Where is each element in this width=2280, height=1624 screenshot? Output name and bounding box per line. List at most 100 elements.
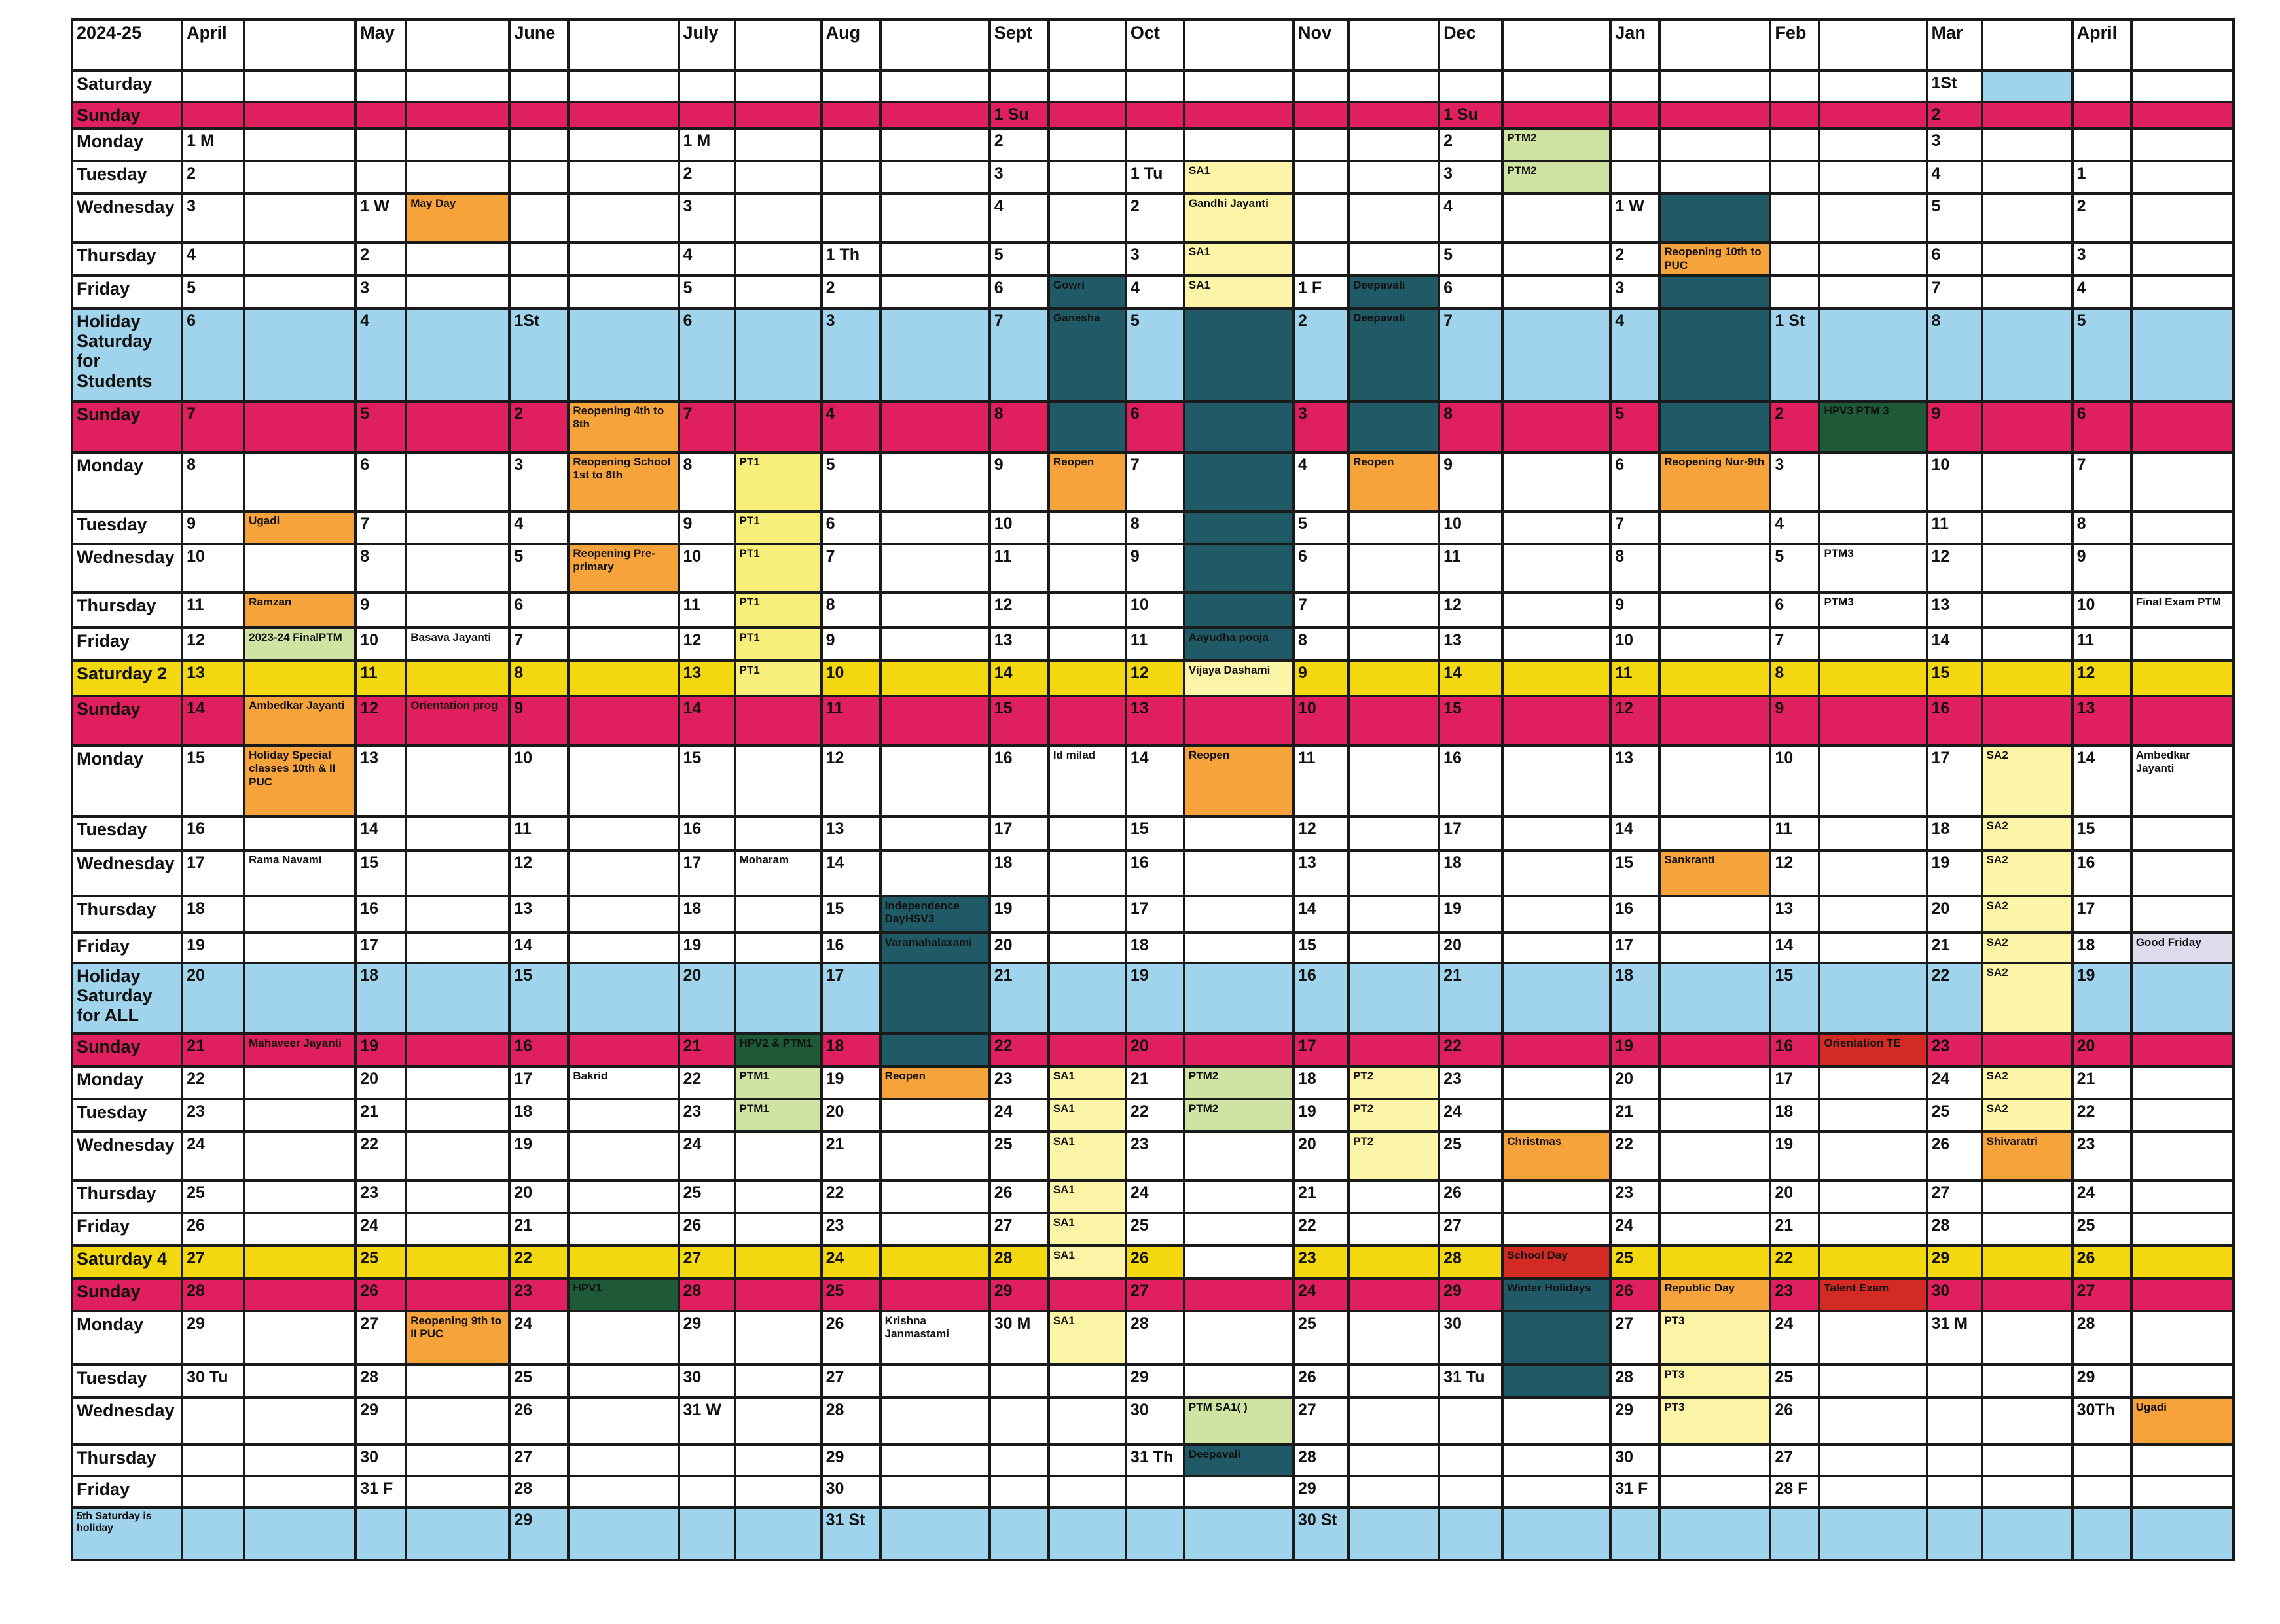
date-cell-mar: 24 <box>1925 1065 1983 1101</box>
date-cell-april: 19 <box>181 931 246 965</box>
date-cell-july: 3 <box>677 192 736 244</box>
date-cell-jan: 16 <box>1609 895 1661 935</box>
date-cell-feb: 20 <box>1769 1179 1821 1215</box>
date-cell-dec: 2 <box>1438 127 1504 163</box>
event-cell-mar <box>1980 100 2074 130</box>
event-cell-nov: PT2 <box>1347 1098 1441 1134</box>
event-cell-feb: PTM3 <box>1818 543 1928 594</box>
date-cell-oct: 12 <box>1124 659 1185 698</box>
event-cell-may <box>405 1363 511 1399</box>
date-cell-mar: 12 <box>1925 543 1983 594</box>
date-cell-jan <box>1609 100 1661 130</box>
event-cell-mar <box>1980 160 2074 196</box>
event-cell-may <box>405 1506 511 1562</box>
date-cell-july <box>677 1506 736 1562</box>
event-cell-oct: SA1 <box>1182 241 1295 278</box>
date-cell-july <box>677 1443 736 1478</box>
event-cell-nov <box>1347 1475 1441 1509</box>
event-cell-june <box>567 510 680 546</box>
event-cell-sept <box>1047 1443 1127 1478</box>
event-cell-april <box>243 127 357 163</box>
event-cell-mar <box>1980 307 2074 403</box>
date-cell-oct: 31 Th <box>1124 1443 1185 1478</box>
event-cell-aug <box>878 1098 991 1134</box>
event-cell-nov <box>1347 1443 1441 1478</box>
event-cell-dec <box>1501 451 1612 513</box>
event-cell-nov <box>1347 1506 1441 1562</box>
event-cell-july: PT1 <box>733 543 823 594</box>
event-cell-sept <box>1047 591 1127 630</box>
date-cell-feb: 23 <box>1769 1277 1821 1313</box>
event-cell-aug <box>878 241 991 278</box>
event-cell-mar: SA2 <box>1980 1098 2074 1134</box>
event-cell-aug <box>878 400 991 454</box>
date-cell-april2: 13 <box>2071 695 2133 748</box>
date-cell-june: 1St <box>508 307 570 403</box>
date-cell-nov: 21 <box>1292 1179 1350 1215</box>
date-cell-oct <box>1124 127 1185 163</box>
event-cell-april2 <box>2129 241 2235 278</box>
date-cell-jan: 27 <box>1609 1310 1661 1367</box>
event-cell-july <box>733 931 823 965</box>
week-row-wednesday: Wednesday 3 1 W May Day 3 4 2 Gandhi Jayanti 4 1 … <box>70 192 2235 244</box>
event-cell-july <box>733 400 823 454</box>
event-cell-june <box>567 744 680 818</box>
date-cell-july: 12 <box>677 626 736 662</box>
event-cell-oct <box>1182 962 1295 1036</box>
date-cell-april <box>181 100 246 130</box>
date-cell-sept: 7 <box>988 307 1050 403</box>
event-cell-jan <box>1658 1212 1772 1248</box>
event-cell-sept <box>1047 1277 1127 1313</box>
date-cell-dec: 3 <box>1438 160 1504 196</box>
event-cell-oct <box>1182 1506 1295 1562</box>
event-cell-dec <box>1501 274 1612 310</box>
event-cell-dec <box>1501 1098 1612 1134</box>
date-cell-june: 11 <box>508 815 570 852</box>
date-cell-sept: 18 <box>988 849 1050 898</box>
event-cell-nov <box>1347 1396 1441 1447</box>
weekday-label: Monday <box>70 127 184 163</box>
date-cell-nov: 20 <box>1292 1130 1350 1182</box>
event-cell-aug <box>878 69 991 103</box>
week-row-saturday: Saturday 1St <box>70 69 2235 103</box>
week-row-sunday: Sunday 21 Mahaveer Jayanti 19 16 21 HPV2 & PTM… <box>70 1032 2235 1068</box>
date-cell-aug: 23 <box>820 1212 882 1248</box>
date-cell-april: 26 <box>181 1212 246 1248</box>
event-cell-april <box>243 1277 357 1313</box>
event-cell-nov: Deepavali <box>1347 307 1441 403</box>
event-cell-july <box>733 160 823 196</box>
event-cell-sept <box>1047 931 1127 965</box>
event-cell-may <box>405 160 511 196</box>
date-cell-mar: 27 <box>1925 1179 1983 1215</box>
event-cell-dec <box>1501 1065 1612 1101</box>
date-cell-feb: 19 <box>1769 1130 1821 1182</box>
date-cell-june: 3 <box>508 451 570 513</box>
event-cell-july <box>733 695 823 748</box>
event-cell-nov <box>1347 127 1441 163</box>
date-cell-nov <box>1292 241 1350 278</box>
date-cell-april: 7 <box>181 400 246 454</box>
date-cell-dec: 21 <box>1438 962 1504 1036</box>
date-cell-july: 29 <box>677 1310 736 1367</box>
date-cell-dec: 14 <box>1438 659 1504 698</box>
date-cell-oct: 3 <box>1124 241 1185 278</box>
date-cell-july: 24 <box>677 1130 736 1182</box>
date-cell-sept: 23 <box>988 1065 1050 1101</box>
event-cell-jan: Reopening Nur-9th <box>1658 451 1772 513</box>
event-cell-dec <box>1501 1179 1612 1215</box>
date-cell-feb: 8 <box>1769 659 1821 698</box>
date-cell-may: 7 <box>354 510 408 546</box>
date-cell-oct <box>1124 1506 1185 1562</box>
event-cell-mar: SA2 <box>1980 744 2074 818</box>
event-cell-april2 <box>2129 192 2235 244</box>
event-cell-sept <box>1047 1363 1127 1399</box>
date-cell-aug: 25 <box>820 1277 882 1313</box>
date-cell-aug: 11 <box>820 695 882 748</box>
date-cell-april: 15 <box>181 744 246 818</box>
week-row-friday: Friday 19 17 14 19 16 Varamahalaxami 20 18 15 20 17… <box>70 931 2235 965</box>
date-cell-april: 11 <box>181 591 246 630</box>
event-cell-july <box>733 1179 823 1215</box>
date-cell-june <box>508 160 570 196</box>
event-cell-sept: SA1 <box>1047 1130 1127 1182</box>
weekday-label: Thursday <box>70 1179 184 1215</box>
